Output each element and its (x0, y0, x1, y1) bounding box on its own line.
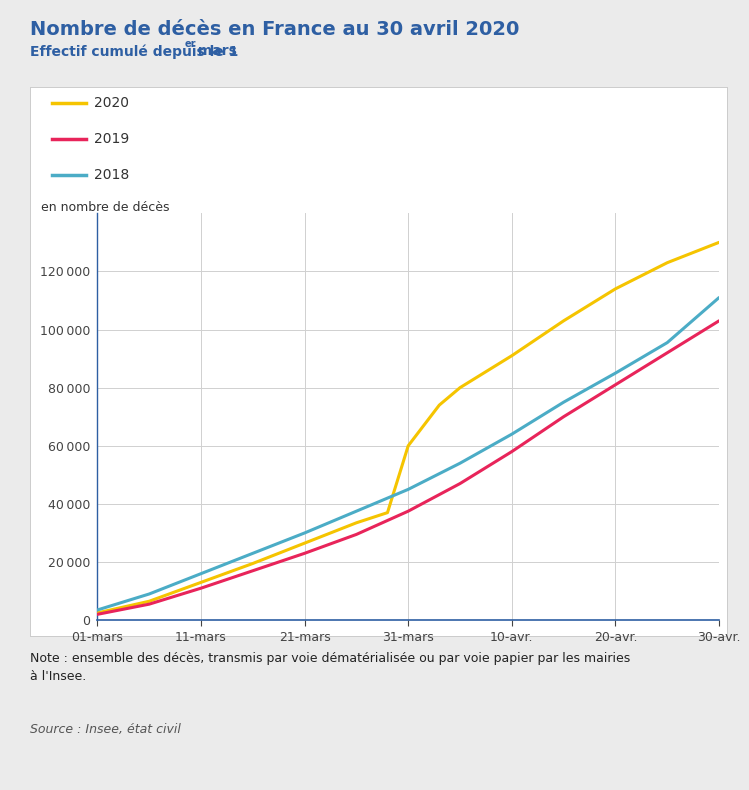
Text: en nombre de décès: en nombre de décès (41, 201, 170, 214)
Text: 2019: 2019 (94, 132, 129, 145)
Text: mars: mars (192, 44, 237, 58)
Text: Note : ensemble des décès, transmis par voie dématérialisée ou par voie papier p: Note : ensemble des décès, transmis par … (30, 652, 630, 683)
Text: Nombre de décès en France au 30 avril 2020: Nombre de décès en France au 30 avril 20… (30, 20, 519, 39)
Text: Source : Insee, état civil: Source : Insee, état civil (30, 723, 181, 735)
Text: 2020: 2020 (94, 96, 129, 110)
Text: er: er (184, 40, 195, 50)
Text: Effectif cumulé depuis le 1: Effectif cumulé depuis le 1 (30, 44, 238, 58)
Text: 2018: 2018 (94, 167, 129, 182)
